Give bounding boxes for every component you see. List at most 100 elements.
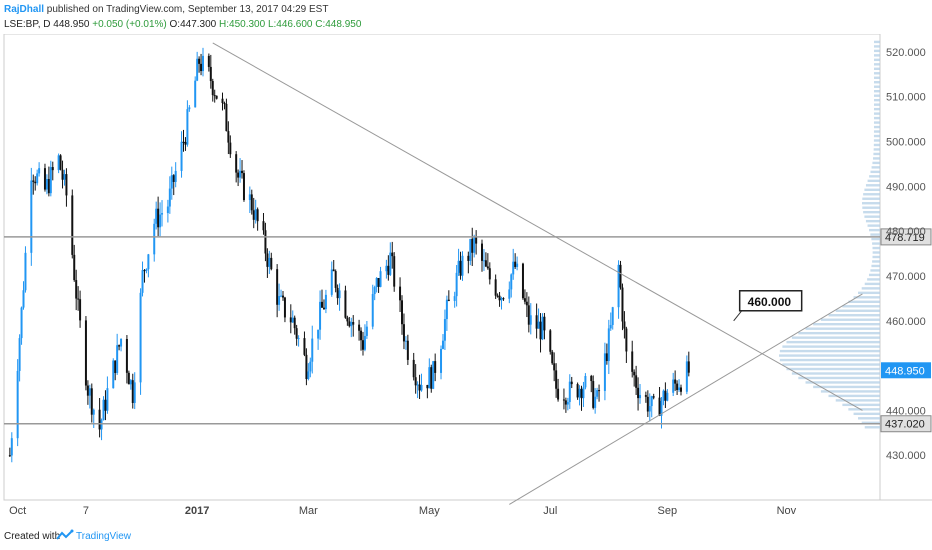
candle-body[interactable]	[551, 351, 554, 364]
candle-body[interactable]	[502, 298, 505, 300]
candle-body[interactable]	[131, 380, 134, 403]
price-chart[interactable]: 478.719 437.020 460.000 520.000 510.000 500.0…	[0, 33, 932, 520]
candle-body[interactable]	[186, 109, 189, 145]
candle-body[interactable]	[36, 173, 39, 184]
candle-body[interactable]	[147, 254, 150, 270]
candle-body[interactable]	[118, 345, 121, 347]
candle-body[interactable]	[609, 324, 612, 329]
candle-body[interactable]	[280, 295, 283, 297]
trendline[interactable]	[212, 42, 863, 411]
candle-body[interactable]	[457, 260, 460, 273]
candle-body[interactable]	[278, 296, 281, 305]
candle-body[interactable]	[98, 409, 101, 430]
candle-body[interactable]	[562, 399, 565, 401]
candle-body[interactable]	[338, 290, 341, 299]
candle-body[interactable]	[428, 367, 431, 389]
candle-body[interactable]	[229, 142, 232, 155]
candle-body[interactable]	[623, 321, 626, 329]
candle-body[interactable]	[625, 328, 628, 352]
candle-body[interactable]	[174, 170, 177, 182]
candle-body[interactable]	[155, 208, 158, 224]
candle-body[interactable]	[461, 255, 464, 276]
candle-body[interactable]	[239, 170, 242, 178]
candle-body[interactable]	[401, 300, 404, 325]
candle-body[interactable]	[500, 298, 503, 301]
candle-body[interactable]	[34, 181, 37, 184]
candle-body[interactable]	[114, 360, 117, 373]
candle-body[interactable]	[480, 243, 483, 261]
candle-body[interactable]	[332, 269, 335, 272]
candle-body[interactable]	[86, 385, 89, 396]
candle-body[interactable]	[319, 301, 322, 330]
candle-body[interactable]	[418, 384, 421, 391]
candle-body[interactable]	[221, 98, 224, 104]
candle-body[interactable]	[557, 388, 560, 400]
candle-body[interactable]	[486, 266, 489, 269]
candle-body[interactable]	[576, 384, 579, 398]
candle-body[interactable]	[161, 213, 164, 215]
candle-body[interactable]	[16, 370, 19, 439]
candle-body[interactable]	[387, 265, 390, 275]
candle-body[interactable]	[510, 274, 513, 290]
candle-body[interactable]	[102, 399, 105, 421]
candle-body[interactable]	[254, 209, 257, 220]
candle-body[interactable]	[65, 174, 68, 196]
candle-body[interactable]	[90, 388, 93, 415]
candle-body[interactable]	[43, 168, 46, 190]
candle-body[interactable]	[514, 261, 517, 267]
candle-body[interactable]	[270, 257, 273, 270]
candle-body[interactable]	[10, 438, 13, 456]
candle-body[interactable]	[45, 179, 48, 190]
candle-body[interactable]	[59, 155, 62, 170]
candle-body[interactable]	[453, 296, 456, 301]
candle-body[interactable]	[77, 298, 80, 300]
candle-body[interactable]	[127, 372, 130, 385]
candle-body[interactable]	[92, 409, 95, 415]
candle-body[interactable]	[404, 340, 407, 342]
candle-body[interactable]	[611, 307, 614, 325]
candle-body[interactable]	[223, 103, 226, 105]
candle-body[interactable]	[508, 289, 511, 299]
candle-body[interactable]	[529, 315, 532, 325]
candle-body[interactable]	[295, 328, 298, 339]
candle-body[interactable]	[685, 361, 688, 392]
candle-body[interactable]	[38, 168, 41, 174]
candle-body[interactable]	[375, 278, 378, 288]
candle-body[interactable]	[268, 257, 271, 267]
candle-body[interactable]	[516, 263, 519, 267]
candle-body[interactable]	[543, 316, 546, 331]
candle-body[interactable]	[432, 361, 435, 389]
candle-body[interactable]	[194, 80, 197, 108]
candle-body[interactable]	[496, 295, 499, 297]
candle-body[interactable]	[590, 376, 593, 382]
candle-body[interactable]	[512, 261, 515, 275]
candle-body[interactable]	[215, 95, 218, 99]
candle-body[interactable]	[211, 81, 214, 96]
candle-body[interactable]	[539, 321, 542, 340]
candle-body[interactable]	[209, 66, 212, 82]
candle-body[interactable]	[358, 324, 361, 331]
candle-body[interactable]	[350, 322, 353, 327]
candle-body[interactable]	[157, 208, 160, 228]
candle-body[interactable]	[307, 371, 310, 380]
candle-body[interactable]	[182, 141, 185, 143]
candle-body[interactable]	[639, 395, 642, 399]
candle-body[interactable]	[459, 260, 462, 276]
candle-body[interactable]	[297, 338, 300, 340]
candle-body[interactable]	[8, 455, 11, 457]
candle-body[interactable]	[440, 348, 443, 373]
candle-body[interactable]	[153, 223, 156, 255]
candle-body[interactable]	[412, 359, 415, 378]
candle-body[interactable]	[336, 287, 339, 299]
candle-body[interactable]	[406, 340, 409, 360]
candle-body[interactable]	[196, 58, 199, 81]
candle-body[interactable]	[32, 180, 35, 182]
candle-body[interactable]	[168, 188, 171, 207]
candle-body[interactable]	[484, 260, 487, 267]
candle-body[interactable]	[420, 385, 423, 391]
candle-body[interactable]	[266, 253, 269, 267]
callout-box[interactable]	[738, 290, 803, 312]
candle-body[interactable]	[305, 354, 308, 380]
candle-body[interactable]	[553, 363, 556, 371]
candle-body[interactable]	[578, 388, 581, 398]
